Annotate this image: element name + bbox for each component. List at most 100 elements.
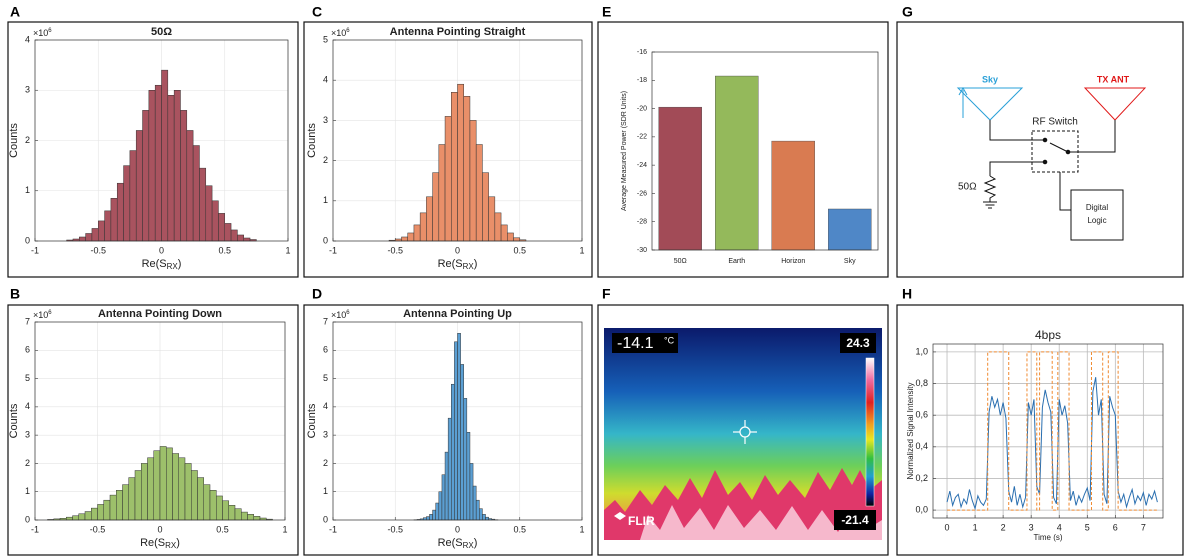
y-tick-label: 0 xyxy=(323,514,328,524)
y-tick-label: 3 xyxy=(323,115,328,125)
y-tick-label: 2 xyxy=(323,458,328,468)
panel-frame xyxy=(597,21,889,278)
histogram-bar xyxy=(479,508,483,521)
y-axis-label: Counts xyxy=(306,123,318,158)
histogram-bar xyxy=(173,90,181,242)
histogram-bar xyxy=(457,83,464,242)
sky-label: Sky xyxy=(982,74,998,84)
y-tick-label: 1 xyxy=(323,195,328,205)
temperature-unit: °C xyxy=(664,335,675,345)
histogram-bar xyxy=(135,130,143,242)
thermal-image: -14.1 °C 24.3 -21.4 FLIR xyxy=(604,328,882,540)
histogram-bar xyxy=(178,457,186,521)
x-tick-label: 50Ω xyxy=(674,258,687,265)
bar xyxy=(715,75,759,251)
histogram-bar xyxy=(66,516,73,521)
histogram-bar xyxy=(161,69,169,242)
tx-label: TX ANT xyxy=(1097,74,1130,84)
histogram-bar xyxy=(218,213,226,242)
histogram-bar xyxy=(243,237,251,242)
multiplier-exponent: 6 xyxy=(48,310,52,316)
histogram-bar xyxy=(154,84,162,242)
histogram-bar xyxy=(116,182,124,242)
histogram-bar xyxy=(237,234,244,242)
multiplier-base: ×10 xyxy=(33,310,48,320)
histogram-bar xyxy=(463,96,471,242)
histogram-bar xyxy=(485,516,489,521)
histogram-bar xyxy=(78,513,86,521)
y-tick-label: 6 xyxy=(25,345,30,355)
histogram-bar xyxy=(148,90,156,242)
y-tick-label: 2 xyxy=(25,458,30,468)
axes-frame xyxy=(651,51,879,251)
y-tick-label: 0,8 xyxy=(915,378,928,388)
x-tick-label: 0.5 xyxy=(513,245,526,255)
y-tick-label: 1 xyxy=(25,486,30,496)
y-axis-label: Counts xyxy=(306,403,318,438)
x-tick-label: 0 xyxy=(455,245,460,255)
histogram-bar xyxy=(104,210,112,242)
axis-multiplier: ×106 xyxy=(33,28,52,39)
histogram-bar xyxy=(184,463,192,521)
panel-letter: C xyxy=(312,4,322,20)
axes-frame xyxy=(932,343,1164,519)
x-tick-label: Earth xyxy=(728,258,745,265)
histogram-bar xyxy=(488,196,496,242)
x-tick-label: -1 xyxy=(329,245,337,255)
x-tick-label: 0 xyxy=(157,524,162,534)
histogram-bar xyxy=(123,165,131,242)
histogram-bar xyxy=(451,92,458,242)
panel-letter: A xyxy=(10,4,20,20)
histogram-bar xyxy=(444,451,449,521)
x-label-text: Time (s) xyxy=(1033,533,1062,542)
x-tick-label: 0 xyxy=(455,524,460,534)
multiplier-exponent: 6 xyxy=(48,28,52,34)
x-tick-label: 2 xyxy=(1001,522,1006,532)
line-series xyxy=(947,351,1158,511)
multiplier-base: ×10 xyxy=(331,310,346,320)
switch-arm xyxy=(1049,142,1069,153)
x-label-subscript: RX xyxy=(463,541,475,550)
histogram-bar xyxy=(429,514,433,521)
label-background xyxy=(834,510,876,530)
wire xyxy=(1068,120,1116,153)
colorbar xyxy=(865,357,875,507)
x-tick-label: 6 xyxy=(1113,522,1118,532)
y-tick-label: 4 xyxy=(323,75,328,85)
circuit-diagram xyxy=(956,86,1147,241)
tx-antenna xyxy=(1083,87,1147,121)
logic-label: Digital xyxy=(1086,203,1108,212)
scale-max: 24.3 xyxy=(846,336,870,350)
x-tick-label: -1 xyxy=(31,245,39,255)
histogram-bar xyxy=(166,447,173,521)
y-tick-label: -24 xyxy=(637,162,647,169)
x-tick-label: 4 xyxy=(1057,522,1062,532)
y-tick-label: 0,4 xyxy=(915,441,928,451)
histogram-bar xyxy=(180,110,188,242)
x-tick-label: Sky xyxy=(844,258,856,265)
y-tick-label: 2 xyxy=(25,135,30,145)
histogram-bar xyxy=(109,494,117,521)
histogram-bar xyxy=(441,474,446,521)
histogram-bar xyxy=(222,500,229,521)
histogram-bar xyxy=(438,491,443,521)
x-label-text: Re(S xyxy=(140,537,165,549)
histogram-bar xyxy=(469,120,477,242)
x-tick-label: 3 xyxy=(1029,522,1034,532)
histogram-bar xyxy=(475,144,483,242)
y-tick-label: 5 xyxy=(323,373,328,383)
temperature: -14.1 xyxy=(617,335,654,352)
x-tick-label: -0.5 xyxy=(90,245,106,255)
chart-title: 50Ω xyxy=(151,26,172,38)
histogram-bar xyxy=(142,110,150,242)
y-tick-label: 1 xyxy=(25,185,30,195)
histogram-bar xyxy=(203,484,211,521)
axis-multiplier: ×106 xyxy=(331,28,350,39)
y-tick-label: 7 xyxy=(25,316,30,326)
x-axis-label: Re(SRX) xyxy=(142,258,182,271)
histogram-bar xyxy=(494,212,502,242)
panel-letter: H xyxy=(902,286,912,302)
y-tick-label: 1,0 xyxy=(915,346,928,356)
histogram-bar xyxy=(141,463,148,521)
